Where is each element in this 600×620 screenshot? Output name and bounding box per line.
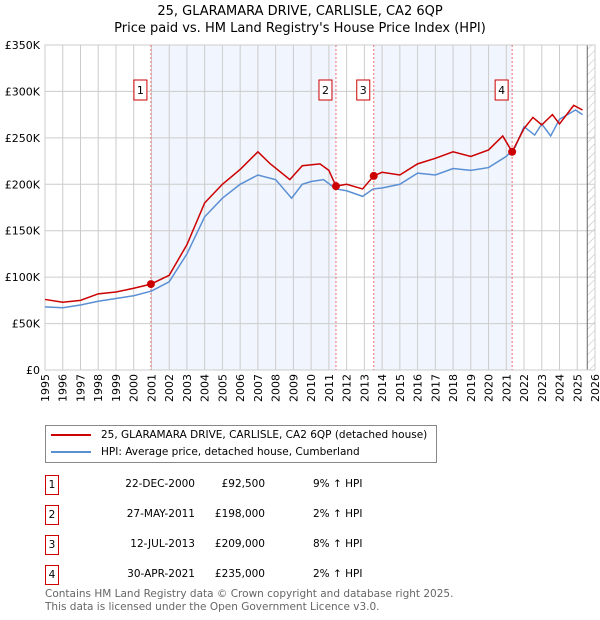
sale-point: [508, 147, 517, 156]
sale-row: 3 12-JUL-2013 £209,000 8% ↑ HPI: [45, 535, 445, 555]
y-tick-label: £50K: [12, 318, 41, 331]
sale-number: 1: [45, 475, 59, 495]
chart-subtitle: Price paid vs. HM Land Registry's House …: [114, 21, 486, 36]
shaded-period-2: [373, 45, 513, 370]
sale-row: 2 27-MAY-2011 £198,000 2% ↑ HPI: [45, 505, 445, 525]
sale-row: 4 30-APR-2021 £235,000 2% ↑ HPI: [45, 565, 445, 585]
x-tick-label: 2020: [483, 374, 496, 402]
sale-date: 27-MAY-2011: [126, 508, 195, 520]
x-tick-label: 2025: [571, 374, 584, 402]
sale-hpi-change: 2% ↑ HPI: [313, 508, 363, 520]
x-tick-label: 2002: [163, 374, 176, 402]
x-tick-label: 2015: [394, 374, 407, 402]
x-tick-label: 2012: [341, 374, 354, 402]
x-tick-label: 2019: [465, 374, 478, 402]
x-tick-label: 2008: [270, 374, 283, 402]
x-tick-label: 2000: [128, 374, 141, 402]
x-tick-label: 2018: [447, 374, 460, 402]
sale-number: 3: [45, 535, 59, 555]
sale-point: [146, 280, 155, 289]
sale-date: 12-JUL-2013: [130, 538, 195, 550]
y-tick-label: £250K: [5, 132, 41, 145]
x-tick-label: 2006: [234, 374, 247, 402]
y-tick-label: £350K: [5, 39, 41, 52]
x-tick-label: 2009: [287, 374, 300, 402]
sale-date: 30-APR-2021: [127, 568, 195, 580]
x-tick-label: 2007: [252, 374, 265, 402]
y-tick-label: £0: [26, 364, 40, 377]
plot-border: [44, 44, 596, 371]
x-tick-label: 2024: [554, 374, 567, 402]
sale-row: 1 22-DEC-2000 £92,500 9% ↑ HPI: [45, 475, 445, 495]
sale-price: £92,500: [221, 478, 265, 490]
x-tick-label: 2026: [589, 374, 600, 402]
legend-swatch-hpi: [51, 451, 91, 453]
x-tick-label: 2013: [358, 374, 371, 402]
x-tick-label: 2001: [145, 374, 158, 402]
x-tick-label: 1996: [57, 374, 70, 402]
x-tick-label: 2016: [412, 374, 425, 402]
sale-label-box: [494, 79, 509, 101]
sale-price: £198,000: [214, 508, 265, 520]
x-tick-label: 2023: [536, 374, 549, 402]
y-tick-label: £300K: [5, 85, 41, 98]
x-tick-label: 1997: [74, 374, 87, 402]
legend-label-hpi: HPI: Average price, detached house, Cumb…: [101, 446, 360, 458]
sale-date: 22-DEC-2000: [125, 478, 195, 490]
sale-number: 4: [45, 565, 59, 585]
sale-label: 4: [498, 84, 505, 97]
x-tick-label: 1999: [110, 374, 123, 402]
sale-hpi-change: 8% ↑ HPI: [313, 538, 363, 550]
sale-label-box: [133, 79, 148, 101]
x-tick-label: 2010: [305, 374, 318, 402]
x-tick-label: 2011: [323, 374, 336, 402]
chart-title: 25, GLARAMARA DRIVE, CARLISLE, CA2 6QP: [157, 4, 443, 19]
forecast-hatch: [587, 45, 595, 370]
sale-label: 1: [137, 84, 144, 97]
legend-swatch-property: [51, 434, 91, 436]
y-tick-label: £150K: [5, 225, 41, 238]
sale-hpi-change: 9% ↑ HPI: [313, 478, 363, 490]
x-tick-label: 2004: [199, 374, 212, 402]
plot-area: 1995 1996 1997 1998 1999 2000 2001 2002 2003 2004…: [5, 39, 600, 402]
y-tick-label: £100K: [5, 271, 41, 284]
x-tick-label: 2017: [429, 374, 442, 402]
x-tick-label: 1998: [92, 374, 105, 402]
legend: 25, GLARAMARA DRIVE, CARLISLE, CA2 6QP (…: [45, 425, 437, 463]
sale-point: [331, 182, 340, 191]
sale-hpi-change: 2% ↑ HPI: [313, 568, 363, 580]
x-tick-label: 2022: [518, 374, 531, 402]
footer-line-2: This data is licensed under the Open Gov…: [45, 601, 380, 613]
sale-label-box: [318, 79, 333, 101]
y-tick-label: £200K: [5, 178, 41, 191]
sale-label: 3: [360, 84, 367, 97]
sale-price: £209,000: [214, 538, 265, 550]
sale-number: 2: [45, 505, 59, 525]
x-tick-label: 2021: [500, 374, 513, 402]
x-tick-label: 2014: [376, 374, 389, 402]
sale-point: [369, 171, 378, 180]
x-tick-label: 2003: [181, 374, 194, 402]
sale-label: 2: [322, 84, 329, 97]
sale-price: £235,000: [214, 568, 265, 580]
sale-label-box: [356, 79, 371, 101]
footer-line-1: Contains HM Land Registry data © Crown c…: [45, 588, 454, 600]
shaded-period-1: [150, 45, 336, 370]
legend-label-property: 25, GLARAMARA DRIVE, CARLISLE, CA2 6QP (…: [101, 429, 428, 441]
x-tick-label: 1995: [39, 374, 52, 402]
x-tick-label: 2005: [216, 374, 229, 402]
